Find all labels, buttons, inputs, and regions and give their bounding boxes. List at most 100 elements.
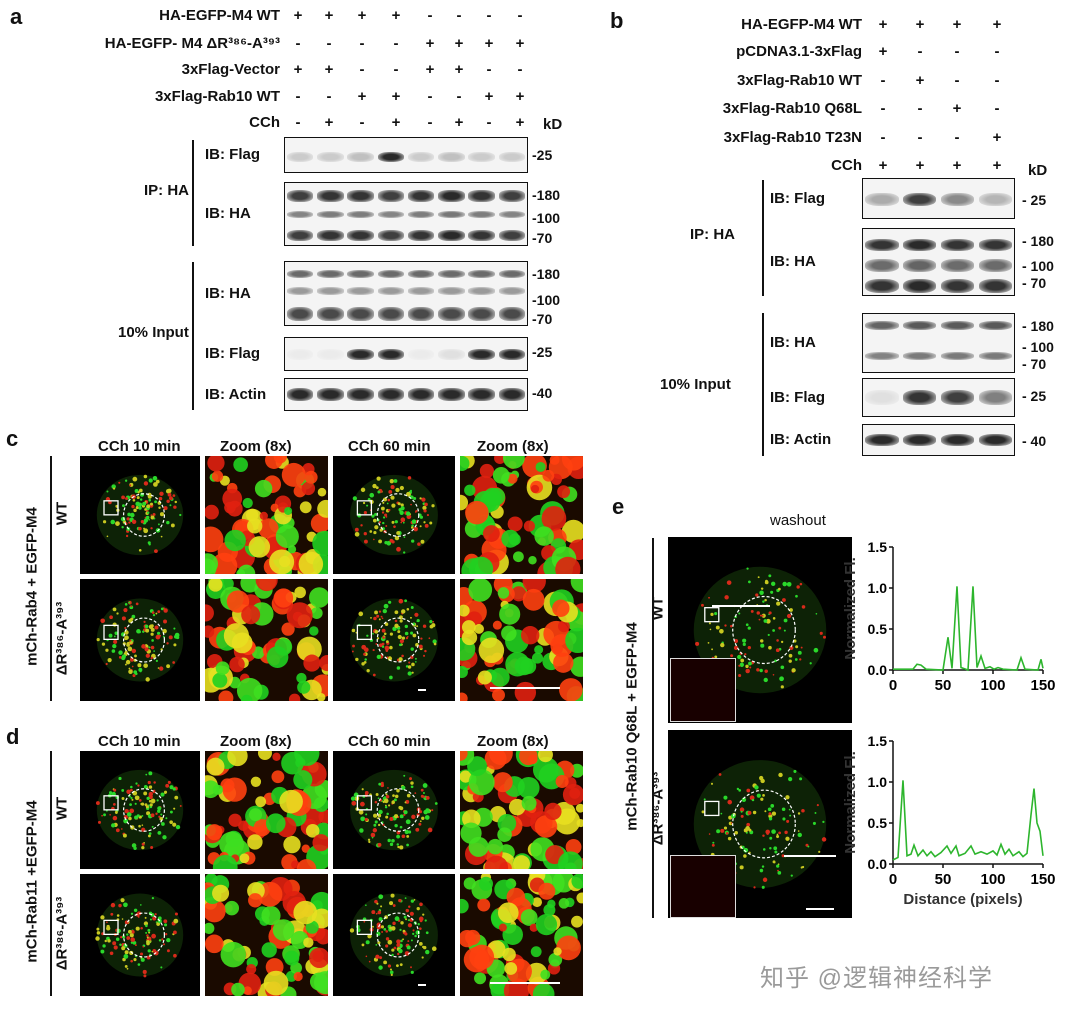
fluorescent-puncta xyxy=(400,506,405,511)
fluorescent-puncta xyxy=(151,639,154,642)
fluorescent-puncta xyxy=(374,820,378,824)
fluorescent-puncta xyxy=(104,939,107,943)
fluorescent-puncta xyxy=(427,810,431,814)
blot-lane xyxy=(315,379,345,410)
row-label: WT xyxy=(53,796,71,821)
fluorescent-puncta xyxy=(791,668,796,673)
fluorescent-puncta xyxy=(148,799,152,803)
fluorescent-puncta xyxy=(250,776,262,787)
y-tick-label: 0.5 xyxy=(868,621,888,637)
fluorescent-puncta xyxy=(400,503,404,507)
fluorescent-puncta xyxy=(760,639,764,643)
fluorescent-puncta xyxy=(738,789,741,792)
fluorescent-puncta xyxy=(111,649,116,653)
fluorescent-puncta xyxy=(777,871,782,875)
fluorescent-puncta xyxy=(382,636,385,639)
y-tick-label: 0.0 xyxy=(868,856,888,872)
fluorescent-puncta xyxy=(366,634,369,637)
fluorescent-puncta xyxy=(747,645,751,650)
fluorescent-puncta xyxy=(788,659,792,663)
fluorescent-puncta xyxy=(229,656,245,673)
fluorescent-puncta xyxy=(415,510,418,513)
fluorescent-puncta xyxy=(557,620,570,633)
fluorescent-puncta xyxy=(756,793,761,798)
fluorescent-puncta xyxy=(151,950,154,953)
fluorescent-puncta xyxy=(103,813,106,817)
fluorescent-puncta xyxy=(414,612,419,617)
condition-sign: + xyxy=(293,61,303,78)
fluorescent-puncta xyxy=(402,938,405,941)
fluorescent-puncta xyxy=(376,902,379,905)
fluorescent-puncta xyxy=(128,618,133,623)
fluorescent-puncta xyxy=(783,629,786,632)
fluorescent-puncta xyxy=(415,660,417,663)
fluorescent-puncta xyxy=(387,498,391,502)
fluorescent-puncta xyxy=(363,532,367,536)
blot-label: IB: Actin xyxy=(770,431,832,448)
fluorescent-puncta xyxy=(762,834,765,837)
fluorescent-puncta xyxy=(383,632,387,636)
fluorescent-puncta xyxy=(397,845,400,849)
fluorescent-puncta xyxy=(552,874,575,893)
blot-band xyxy=(940,258,974,272)
fluorescent-puncta xyxy=(152,512,156,516)
blot-lane xyxy=(497,379,527,410)
fluorescent-puncta xyxy=(399,963,403,967)
fluorescent-puncta xyxy=(384,513,388,517)
fluorescent-puncta xyxy=(110,912,114,916)
fluorescent-puncta xyxy=(416,620,419,622)
blot-band xyxy=(940,351,974,360)
fluorescent-puncta xyxy=(380,905,383,908)
blot-band xyxy=(407,269,435,279)
fluorescent-puncta xyxy=(167,780,171,784)
fluorescent-puncta xyxy=(259,511,268,521)
condition-sign: - xyxy=(326,88,332,105)
bracket-line xyxy=(762,180,764,296)
fluorescent-puncta xyxy=(399,928,402,932)
fluorescent-puncta xyxy=(174,795,179,800)
blot-band xyxy=(438,151,465,162)
fluorescent-puncta xyxy=(143,527,146,530)
fluorescent-puncta xyxy=(397,952,400,956)
fluorescent-puncta xyxy=(771,811,777,816)
fluorescent-puncta xyxy=(145,515,150,520)
fluorescent-puncta xyxy=(410,966,412,969)
mw-marker: -25 xyxy=(532,344,553,360)
fluorescent-puncta xyxy=(410,616,412,619)
fluorescent-puncta xyxy=(315,928,328,945)
fluorescent-puncta xyxy=(730,654,734,658)
fluorescent-puncta xyxy=(424,502,428,507)
blot-band xyxy=(286,388,314,401)
fluorescent-puncta xyxy=(376,924,382,930)
fluorescent-puncta xyxy=(124,603,128,606)
fluorescent-puncta xyxy=(757,576,760,579)
fluorescent-puncta xyxy=(513,551,524,563)
blot-band xyxy=(317,210,344,219)
fluorescent-puncta xyxy=(149,803,153,807)
fluorescent-puncta xyxy=(390,893,395,898)
fluorescent-puncta xyxy=(130,930,135,934)
fluorescent-puncta xyxy=(140,926,143,930)
fluorescent-puncta xyxy=(414,934,417,938)
zoom-region-box xyxy=(103,795,119,811)
fluorescent-puncta xyxy=(502,924,523,945)
fluorescent-puncta xyxy=(132,940,137,945)
fluorescent-puncta xyxy=(263,970,289,996)
cell-micrograph xyxy=(333,751,455,869)
fluorescent-puncta xyxy=(101,814,103,817)
fluorescent-puncta xyxy=(474,972,487,985)
fluorescent-puncta xyxy=(756,611,760,615)
blot-lane xyxy=(285,379,315,410)
blot-band xyxy=(438,190,465,202)
fluorescent-puncta xyxy=(362,501,366,505)
fluorescent-puncta xyxy=(141,814,144,817)
fluorescent-puncta xyxy=(768,817,773,821)
bracket-line xyxy=(652,538,654,918)
fluorescent-puncta xyxy=(508,798,526,816)
fluorescent-puncta xyxy=(469,944,495,970)
fluorescent-puncta xyxy=(374,525,379,530)
fluorescent-puncta xyxy=(155,612,158,615)
fluorescent-puncta xyxy=(154,913,157,916)
blot-band xyxy=(498,349,526,361)
fluorescent-puncta xyxy=(542,469,555,482)
